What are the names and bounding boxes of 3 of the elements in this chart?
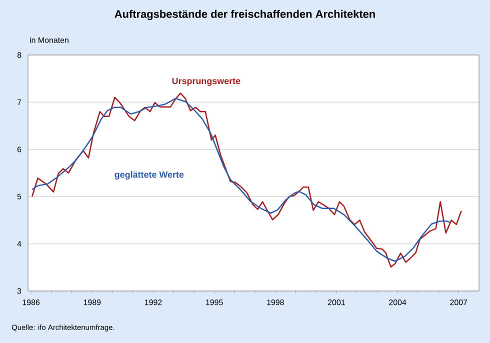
- series-label: Ursprungswerte: [172, 78, 240, 86]
- text: geglättete Werte: [114, 171, 184, 180]
- chart-title: Auftragsbestände der freischaffenden Architekten: [114, 10, 375, 20]
